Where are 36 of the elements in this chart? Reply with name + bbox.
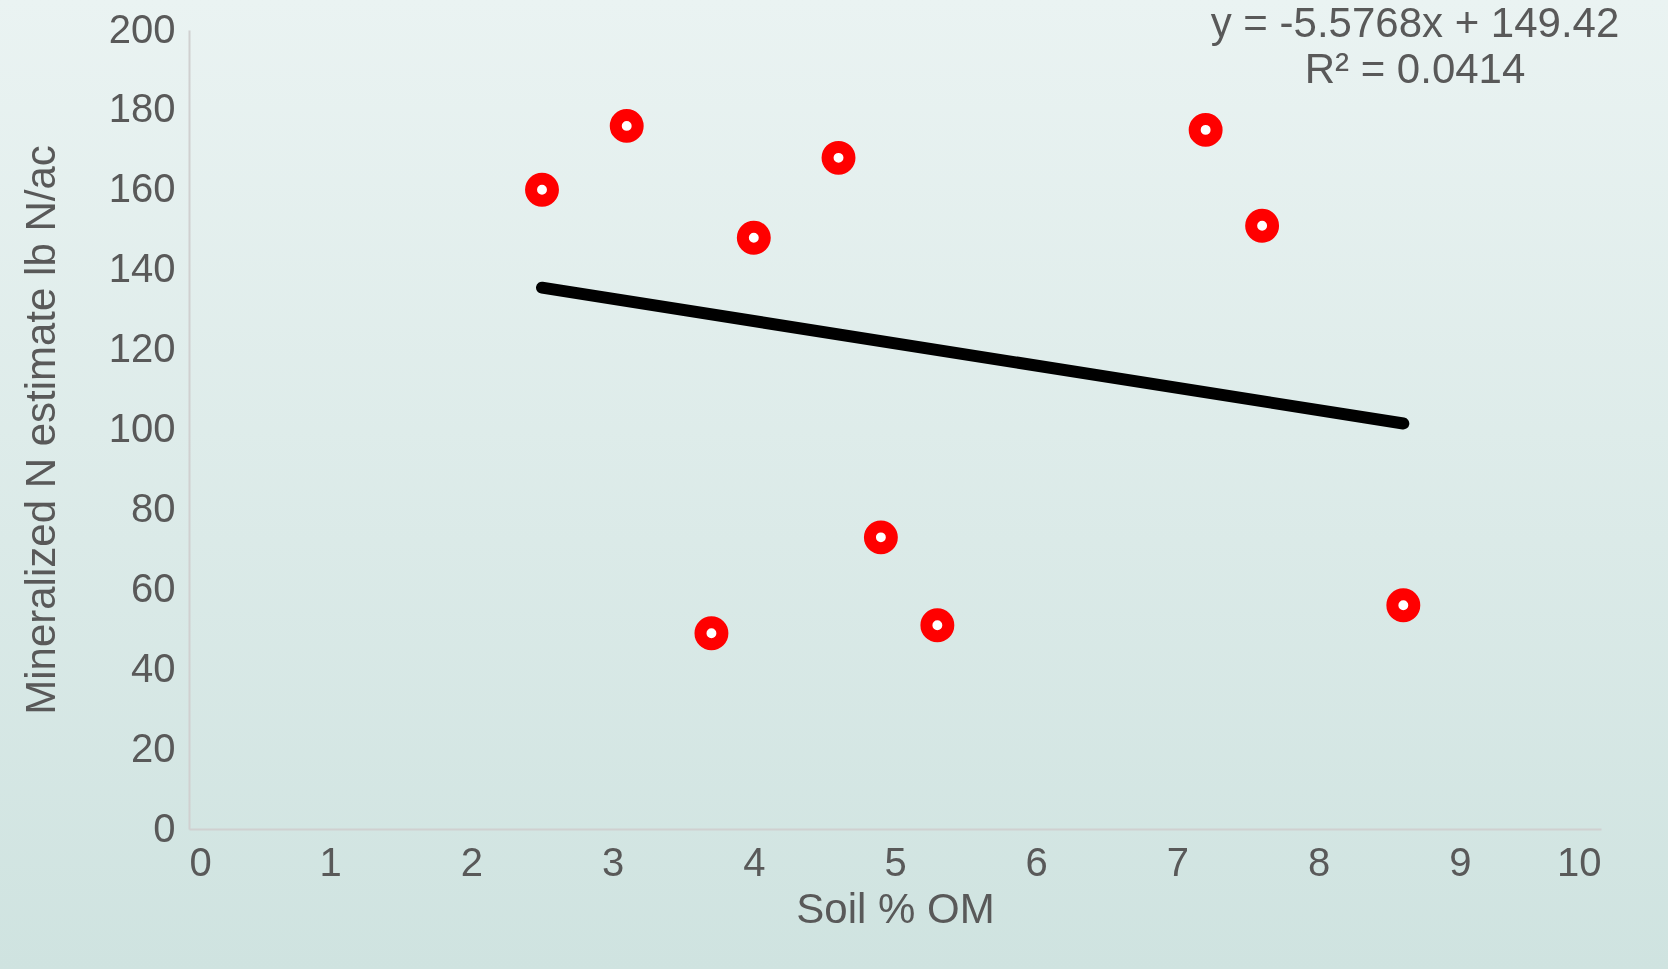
y-tick-label: 140 <box>108 246 176 291</box>
y-tick-label: 20 <box>131 725 176 770</box>
x-tick-label: 9 <box>1449 839 1472 884</box>
x-tick-label: 10 <box>1557 839 1602 884</box>
point <box>525 172 559 207</box>
point <box>609 108 644 143</box>
point <box>736 220 771 255</box>
y-tick-label: 180 <box>108 86 176 131</box>
point <box>863 520 898 555</box>
x-tick-label: 4 <box>743 839 766 884</box>
point <box>821 140 856 175</box>
y-tick-label: 100 <box>108 406 176 450</box>
x-tick-label: 0 <box>189 839 212 884</box>
x-tick-label: 2 <box>460 839 484 884</box>
x-axis-title: Soil % OM <box>796 884 995 932</box>
x-tick-label: 1 <box>319 839 342 884</box>
y-tick-label: 160 <box>108 166 176 211</box>
y-tick-label: 40 <box>131 645 176 690</box>
y-tick-label: 200 <box>108 6 176 51</box>
y-tick-label: 80 <box>131 485 176 530</box>
point <box>1386 588 1421 623</box>
x-tick-label: 6 <box>1025 839 1048 884</box>
x-tick-label: 8 <box>1307 839 1331 884</box>
y-tick-label: 0 <box>153 805 176 850</box>
y-tick-label: 60 <box>131 565 176 610</box>
point <box>920 608 955 643</box>
x-tick-label: 7 <box>1166 839 1190 884</box>
x-tick-label: 5 <box>884 839 907 884</box>
point <box>694 616 729 651</box>
point <box>1245 208 1280 243</box>
x-tick-label: 3 <box>601 839 625 884</box>
point <box>1188 112 1223 147</box>
annotation: y = -5.5768x + 149.42 <box>1210 0 1620 46</box>
annotation: R² = 0.0414 <box>1304 45 1526 92</box>
y-tick-label: 120 <box>108 326 176 371</box>
y-axis-title: Mineralized N estimate lb N/ac <box>16 145 64 715</box>
